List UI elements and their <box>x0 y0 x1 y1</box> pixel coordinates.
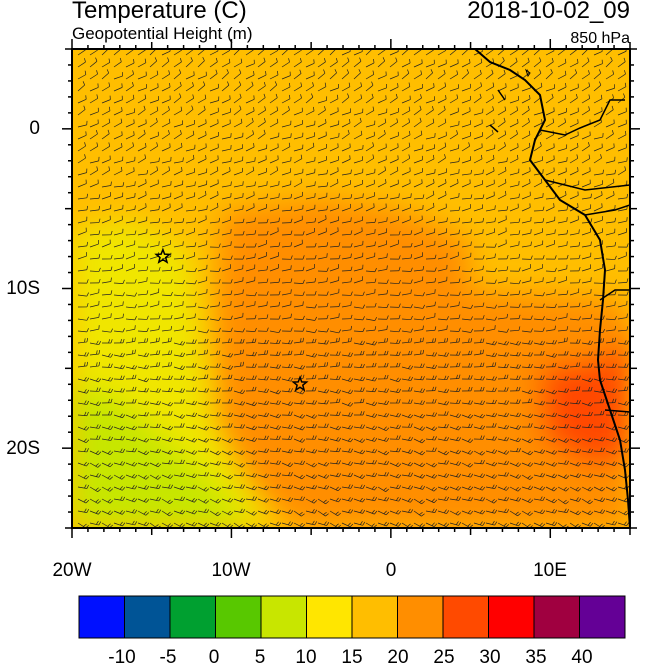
x-tick-label-10w: 10W <box>201 560 261 582</box>
colorbar-label: 40 <box>562 647 602 669</box>
colorbar-swatch <box>534 596 580 638</box>
x-tick-label-20w: 20W <box>42 560 102 582</box>
colorbar-label: 10 <box>286 647 326 669</box>
colorbar-label: -10 <box>102 647 142 669</box>
colorbar-swatch <box>125 596 171 638</box>
colorbar-swatch <box>170 596 216 638</box>
colorbar-label: 30 <box>470 647 510 669</box>
colorbar-label: 35 <box>516 647 556 669</box>
colorbar-swatch <box>216 596 262 638</box>
colorbar-label: 20 <box>378 647 418 669</box>
colorbar-swatch <box>261 596 307 638</box>
colorbar-swatch <box>489 596 535 638</box>
colorbar-swatch <box>580 596 626 638</box>
colorbar-swatch <box>307 596 353 638</box>
colorbar-swatch <box>398 596 444 638</box>
x-tick-label-0: 0 <box>361 560 421 582</box>
colorbar-label: 25 <box>424 647 464 669</box>
colorbar-swatch <box>443 596 489 638</box>
colorbar-swatch <box>79 596 125 638</box>
colorbar-label: 5 <box>240 647 280 669</box>
y-tick-label-20s: 20S <box>0 438 40 460</box>
y-tick-label-0: 0 <box>0 118 40 140</box>
colorbar <box>79 596 625 638</box>
colorbar-swatch <box>352 596 398 638</box>
colorbar-label: 0 <box>194 647 234 669</box>
colorbar-label: -5 <box>148 647 188 669</box>
y-tick-label-10s: 10S <box>0 278 40 300</box>
x-tick-label-10e: 10E <box>520 560 580 582</box>
colorbar-label: 15 <box>332 647 372 669</box>
